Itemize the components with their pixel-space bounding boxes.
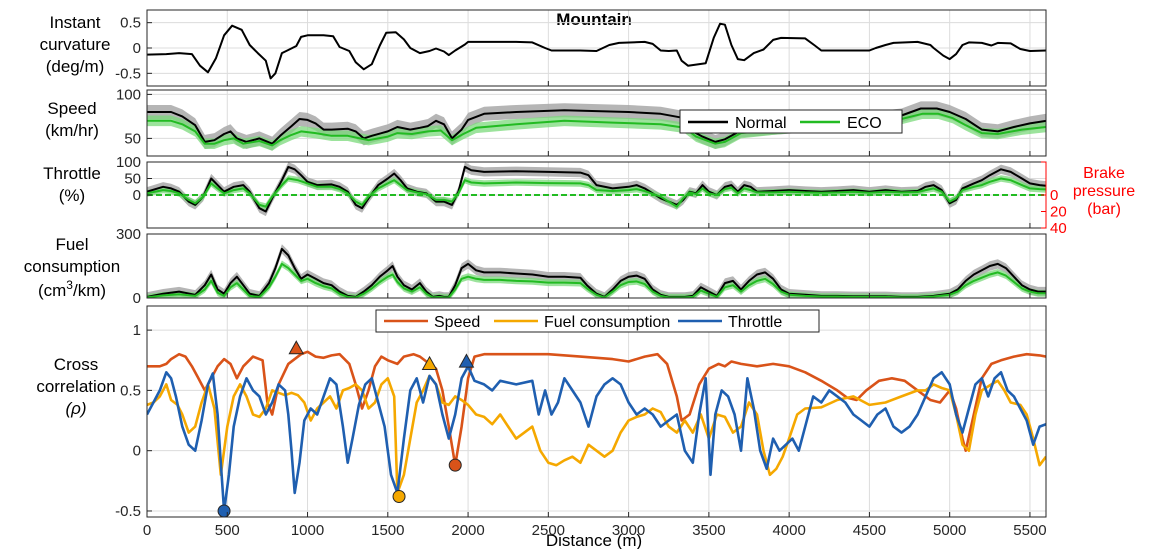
correlation-ylabel: Cross correlation (ρ) <box>36 355 115 418</box>
chart-title: Mountain <box>556 10 632 29</box>
brake-ylabel-line2: pressure <box>1073 183 1135 200</box>
x-tick-label: 4500 <box>853 522 886 539</box>
x-tick-label: 0 <box>143 522 151 539</box>
fuel-ylabel-line1: Fuel <box>55 235 88 254</box>
y-tick-label: 300 <box>116 226 141 243</box>
y-tick-label: -0.5 <box>115 503 141 520</box>
series-thrN <box>147 165 1046 213</box>
correlation-legend-box <box>375 309 820 333</box>
legend-label-fuel: Fuel consumption <box>544 314 670 331</box>
series-thrE <box>147 177 1046 208</box>
x-tick-label: 3000 <box>612 522 645 539</box>
x-tick-label: 2000 <box>451 522 484 539</box>
fuel-ylabel-units: (cm3/km) <box>38 278 106 300</box>
brake-tick-label: 0 <box>1050 187 1058 204</box>
correlation-ylabel-line2: correlation <box>36 377 115 396</box>
brake-tick-label: 40 <box>1050 220 1067 237</box>
x-tick-label: 500 <box>215 522 240 539</box>
y-tick-label: 50 <box>124 130 141 147</box>
series-fuelE <box>147 262 1046 298</box>
fuel-units-sup: 3 <box>66 278 73 292</box>
band-thrE <box>147 175 1046 210</box>
speed-ylabel-line2: (km/hr) <box>45 121 99 140</box>
y-tick-label: 0.5 <box>120 15 141 32</box>
marker-circle <box>448 458 462 472</box>
marker-circle <box>217 504 231 518</box>
fuel-panel <box>146 233 1047 299</box>
brake-ylabel-line3: (bar) <box>1087 201 1121 218</box>
y-tick-label: 100 <box>116 154 141 171</box>
marker-circle <box>392 490 406 504</box>
series-ccF <box>147 374 1046 495</box>
legend-label-normal: Normal <box>735 115 787 132</box>
correlation-ylabel-symbol: (ρ) <box>65 399 86 418</box>
y-tick-label: 50 <box>124 171 141 188</box>
curvature-ylabel-line3: (deg/m) <box>46 57 105 76</box>
correlation-legend: Speed Fuel consumption Throttle <box>375 309 820 333</box>
x-tick-label: 3500 <box>692 522 725 539</box>
speed-ylabel-line1: Speed <box>47 99 96 118</box>
x-tick-label: 1000 <box>291 522 324 539</box>
y-tick-label: 0 <box>133 290 141 307</box>
series-speedE <box>147 112 1046 147</box>
y-tick-label: 100 <box>116 86 141 103</box>
brake-ylabel: Brake pressure (bar) <box>1073 165 1135 218</box>
series-layer <box>147 22 1046 513</box>
speed-ylabel: Speed (km/hr) <box>45 99 99 140</box>
throttle-ylabel-line1: Throttle <box>43 164 101 183</box>
brake-tick-label: 20 <box>1050 204 1067 221</box>
series-ccT <box>147 365 1046 513</box>
marker-layer <box>217 340 475 518</box>
speed-legend-box <box>679 109 903 134</box>
series-curv <box>147 22 1046 80</box>
series-ccS <box>147 350 1046 467</box>
brake-ylabel-line1: Brake <box>1083 165 1125 182</box>
marker-triangle <box>458 353 475 368</box>
y-tick-label: 0 <box>133 443 141 460</box>
y-tick-label: 1 <box>133 322 141 339</box>
x-tick-label: 5500 <box>1013 522 1046 539</box>
speed-legend: Normal ECO <box>679 109 903 134</box>
x-tick-label: 4000 <box>772 522 805 539</box>
y-tick-label: 0.5 <box>120 382 141 399</box>
curvature-ylabel: Instant curvature (deg/m) <box>40 13 111 76</box>
speed-panel <box>146 89 1047 157</box>
correlation-ylabel-line1: Cross <box>54 355 98 374</box>
y-tick-label: 0 <box>133 40 141 57</box>
curvature-ylabel-line2: curvature <box>40 35 111 54</box>
y-tick-label: -0.5 <box>115 65 141 82</box>
legend-label-throttle: Throttle <box>728 314 782 331</box>
x-axis-label: Distance (m) <box>546 531 642 549</box>
marker-triangle <box>421 355 438 370</box>
band-layer <box>147 101 1046 298</box>
legend-label-eco: ECO <box>847 115 882 132</box>
fuel-units-pre: (cm <box>38 281 66 300</box>
curvature-ylabel-line1: Instant <box>49 13 100 32</box>
marker-triangle <box>288 340 305 355</box>
x-tick-label: 1500 <box>371 522 404 539</box>
x-tick-label: 2500 <box>532 522 565 539</box>
legend-label-speed: Speed <box>434 314 480 331</box>
throttle-ylabel: Throttle (%) <box>43 164 101 205</box>
y-tick-label: 0 <box>133 187 141 204</box>
correlation-panel <box>146 305 1047 518</box>
fuel-ylabel: Fuel consumption (cm3/km) <box>24 235 120 300</box>
fuel-units-post: /km) <box>73 281 106 300</box>
x-tick-label: 5000 <box>933 522 966 539</box>
throttle-ylabel-line2: (%) <box>59 186 85 205</box>
fuel-ylabel-line2: consumption <box>24 257 120 276</box>
